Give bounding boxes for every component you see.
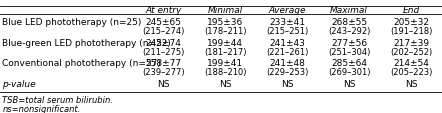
Text: Conventional phototherapy (n=57): Conventional phototherapy (n=57) [2, 59, 161, 68]
Text: (221–261): (221–261) [266, 48, 309, 56]
Text: ns=nonsignificant.: ns=nonsignificant. [2, 104, 80, 113]
Text: Average: Average [269, 6, 306, 15]
Text: (269–301): (269–301) [328, 68, 370, 77]
Text: (215–251): (215–251) [266, 27, 309, 36]
Text: 258±77: 258±77 [145, 59, 182, 68]
Text: NS: NS [281, 79, 293, 88]
Text: 195±36: 195±36 [207, 18, 244, 27]
Text: 241±48: 241±48 [269, 59, 305, 68]
Text: Maximal: Maximal [330, 6, 368, 15]
Text: 277±56: 277±56 [331, 39, 367, 47]
Text: 233±41: 233±41 [269, 18, 305, 27]
Text: Minimal: Minimal [208, 6, 243, 15]
Text: (239–277): (239–277) [142, 68, 185, 77]
Text: (251–304): (251–304) [328, 48, 370, 56]
Text: (229–253): (229–253) [266, 68, 309, 77]
Text: 241±43: 241±43 [269, 39, 305, 47]
Text: (205–223): (205–223) [390, 68, 432, 77]
Text: 268±55: 268±55 [331, 18, 367, 27]
Text: 245±65: 245±65 [145, 18, 182, 27]
Text: (211–275): (211–275) [142, 48, 185, 56]
Text: (202–252): (202–252) [390, 48, 432, 56]
Text: 205±32: 205±32 [393, 18, 429, 27]
Text: TSB=total serum bilirubin.: TSB=total serum bilirubin. [2, 95, 113, 104]
Text: End: End [402, 6, 420, 15]
Text: 199±41: 199±41 [207, 59, 244, 68]
Text: (178–211): (178–211) [204, 27, 247, 36]
Text: Blue-green LED phototherapy (n=22): Blue-green LED phototherapy (n=22) [2, 39, 171, 47]
Text: (243–292): (243–292) [328, 27, 370, 36]
Text: NS: NS [157, 79, 170, 88]
Text: (191–218): (191–218) [390, 27, 432, 36]
Text: (215–274): (215–274) [142, 27, 185, 36]
Text: NS: NS [219, 79, 232, 88]
Text: At entry: At entry [145, 6, 182, 15]
Text: Blue LED phototherapy (n=25): Blue LED phototherapy (n=25) [2, 18, 141, 27]
Text: NS: NS [343, 79, 355, 88]
Text: 285±64: 285±64 [331, 59, 367, 68]
Text: p-value: p-value [2, 79, 36, 88]
Text: 199±44: 199±44 [207, 39, 244, 47]
Text: 245±74: 245±74 [145, 39, 182, 47]
Text: (181–217): (181–217) [204, 48, 247, 56]
Text: NS: NS [405, 79, 417, 88]
Text: 217±39: 217±39 [393, 39, 429, 47]
Text: 214±54: 214±54 [393, 59, 429, 68]
Text: (188–210): (188–210) [204, 68, 247, 77]
